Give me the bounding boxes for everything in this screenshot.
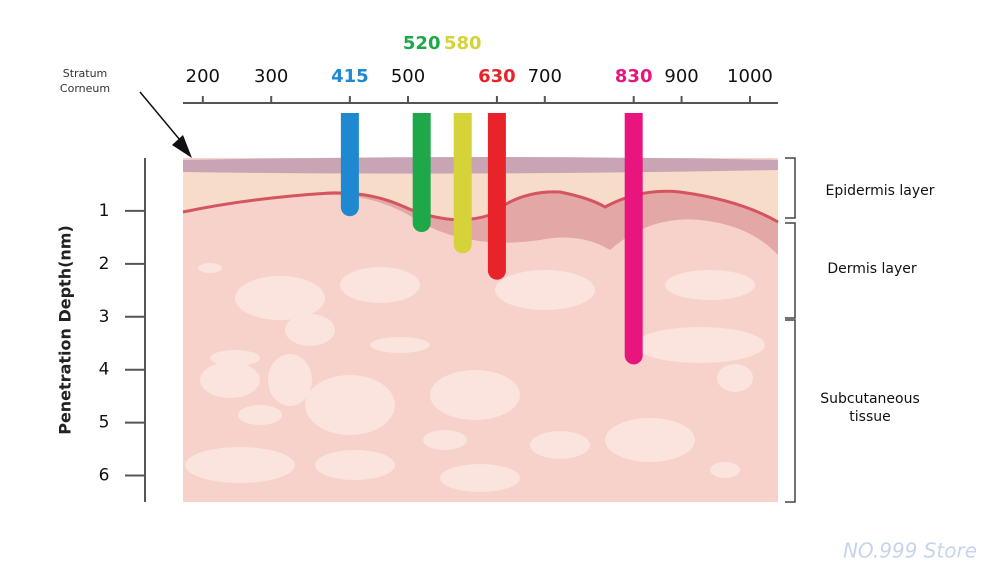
penetration-bar [412, 113, 431, 233]
y-axis-label: Penetration Depth(nm) [56, 225, 75, 435]
epidermis-label: Epidermis layer [825, 183, 934, 199]
penetration-bar [624, 113, 643, 365]
watermark: NO.999 Store [843, 539, 977, 563]
x-tick-label: 1000 [727, 66, 773, 87]
skin [182, 157, 779, 502]
penetration-bar [487, 113, 506, 280]
y-tick-label: 1 [99, 201, 110, 221]
wavelength-label: 415 [331, 66, 369, 87]
wavelength-label: 830 [615, 66, 653, 87]
x-tick-label: 900 [664, 66, 698, 87]
subcutaneous-label: Subcutaneous tissue [820, 391, 920, 425]
penetration-bar [340, 113, 359, 217]
stratum-label: Stratum Corneum [59, 67, 111, 95]
y-tick-label: 4 [99, 360, 110, 380]
wavelength-label: 630 [478, 66, 516, 87]
wavelength-label: 520 [403, 33, 441, 54]
y-tick-label: 5 [99, 413, 110, 433]
wavelength-label: 580 [444, 33, 482, 54]
dermis-label: Dermis layer [827, 261, 917, 277]
dermis-line [182, 189, 779, 224]
layer-brackets [785, 157, 796, 503]
fat-cells [185, 263, 765, 492]
x-tick-label: 700 [528, 66, 562, 87]
y-tick-label: 3 [99, 307, 110, 327]
x-tick-label: 300 [254, 66, 288, 87]
arrow-line [139, 91, 181, 141]
y-tick-label: 2 [99, 254, 110, 274]
x-tick-label: 500 [391, 66, 425, 87]
penetration-bar [453, 113, 472, 254]
x-tick-label: 200 [186, 66, 220, 87]
stratum-corneum [183, 157, 778, 174]
arrow-head [172, 135, 192, 158]
y-tick-label: 6 [99, 466, 110, 486]
